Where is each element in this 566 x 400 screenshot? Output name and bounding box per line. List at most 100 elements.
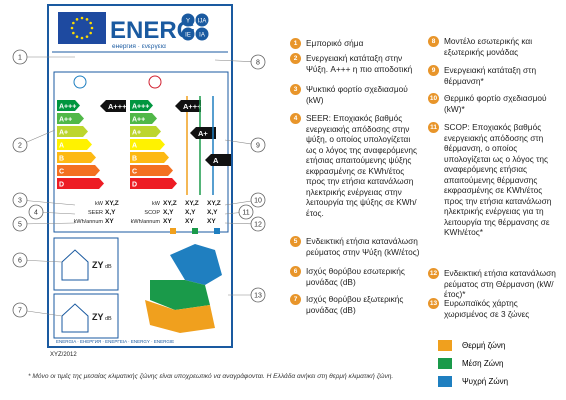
class-bar [57,165,100,176]
legend-text: SCOP: Εποχιακός βαθμός ενεργειακής απόδο… [444,122,552,237]
lang-letter: Y [186,19,190,25]
legend-item: 2 Ενεργειακή κατάταξη στην Ψύξη. A+++ η π… [290,53,420,74]
star [80,36,84,40]
class-label: A+++ [59,104,76,111]
legend-item: 13 Ευρωπαϊκός χάρτης χωρισμένος σε 3 ζώνε… [428,298,560,319]
legend-item: 10 Θερμικό φορτίο σχεδιασμού (kW)* [428,93,560,114]
callout-number: 8 [256,60,260,67]
row-unit: kWh/annum [131,219,161,225]
class-label: A [59,143,64,150]
callout-number: 7 [18,308,22,315]
star [75,35,79,38]
regulation: XYZ/2012 [50,352,77,358]
noise-value: ZY [92,260,104,270]
legend-text: Ενεργειακή κατάταξη στην Ψύξη. A+++ η πι… [306,53,413,74]
zone-name: Θερμή ζώνη [462,341,506,350]
class-label: B [132,156,137,163]
legend-text: Ευρωπαϊκός χάρτης χωρισμένος σε 3 ζώνες [444,298,530,319]
legend-number: 4 [290,113,301,124]
callout-number: 5 [18,222,22,229]
callout-number: 9 [256,143,260,150]
class-bar [130,165,173,176]
legend-item: 12 Ενδεικτική ετήσια κατανάλωση ρεύματος … [428,268,560,300]
legend-text: Ισχύς θορύβου εσωτερικής μονάδας (dB) [306,266,405,287]
legend-number: 13 [428,298,439,309]
callout-circle [12,49,28,65]
callout-number: 11 [242,210,249,217]
callout-line [19,199,76,206]
row-unit: kWh/annum [74,219,104,225]
class-bar [130,139,165,150]
legend-number: 3 [290,84,301,95]
callout-circle [250,192,266,208]
callout-circle [12,216,28,232]
star [80,16,84,20]
legend-number: 7 [290,294,301,305]
class-label: D [59,182,64,189]
zone-swatch [438,340,452,351]
legend-item: 9 Ενεργειακή κατάταξη στη θέρμανση* [428,65,560,86]
row-value: XY [207,218,216,225]
class-label: A+ [59,130,68,137]
row-value: XY,Z [163,200,177,207]
row-value: XY,Z [105,200,119,207]
legend-text: Εμπορικό σήμα [306,38,364,48]
callout-circle [250,287,266,303]
label-footer: ENERGIA · ЕНЕРГИЯ · ΕΝΕΡΓΕΙΑ · ENERGY · … [56,339,174,344]
class-pointer-label: A+ [198,129,208,138]
star [72,21,75,25]
row-value: XY [105,218,114,225]
energy-word: ENERG [110,17,195,44]
eu-stars [70,16,94,40]
legend-number: 9 [428,65,439,76]
class-bar [57,113,84,124]
footnote: * Μόνο οι τιμές της μεσαίας κλιματικής ζ… [28,373,394,380]
legend-text: Θερμικό φορτίο σχεδιασμού (kW)* [444,93,547,114]
legend-text: Ενεργειακή κατάταξη στη θέρμανση* [444,65,537,86]
noise-value: ZY [92,312,104,322]
legend-number: 12 [428,268,439,279]
lang-badge [195,13,209,27]
class-bar [57,178,104,189]
class-label: A+ [132,130,141,137]
cooling-icon [73,75,87,89]
callout-circle [28,204,44,220]
zone-swatch [438,358,452,369]
noise-box-outdoor [53,293,119,339]
lang-letter: IJA [198,19,207,25]
class-label: B [59,156,64,163]
zone-name: Ψυχρή Ζώνη [462,377,509,386]
callout-circle [12,252,28,268]
class-label: C [132,169,137,176]
zone-entry: Θερμή ζώνη [438,340,505,351]
noise-box-indoor [53,237,119,291]
class-label: A+++ [132,104,149,111]
legend-item: 6 Ισχύς θορύβου εσωτερικής μονάδας (dB) [290,266,420,287]
class-label: A++ [132,117,145,124]
row-unit: SEER [88,210,103,216]
callout-number: 13 [254,293,262,300]
star [70,26,74,30]
class-label: A++ [59,117,72,124]
lang-letter: IE [185,33,191,39]
callout-number: 1 [18,55,22,62]
legend-text: Ψυκτικό φορτίο σχεδιασμού (kW) [306,84,408,105]
callout-number: 2 [18,143,22,150]
lang-badge [181,13,195,27]
lang-badge [195,27,209,41]
zone-swatch [214,228,220,234]
row-value: X,Y [185,209,196,216]
class-bar [57,126,88,137]
row-unit: kW [152,201,161,207]
legend-item: 8 Μοντέλο εσωτερικής και εξωτερικής μονάδ… [428,36,560,57]
callout-circle [250,54,266,70]
star [89,31,92,35]
class-pointer [175,100,201,112]
class-pointer [100,100,126,112]
callout-number: 3 [18,198,22,205]
class-bar [57,152,96,163]
row-value: X,Y [207,209,218,216]
legend-item: 5 Ενδεικτική ετήσια κατανάλωση ρεύματος σ… [290,236,420,257]
zone-swatch [170,228,176,234]
